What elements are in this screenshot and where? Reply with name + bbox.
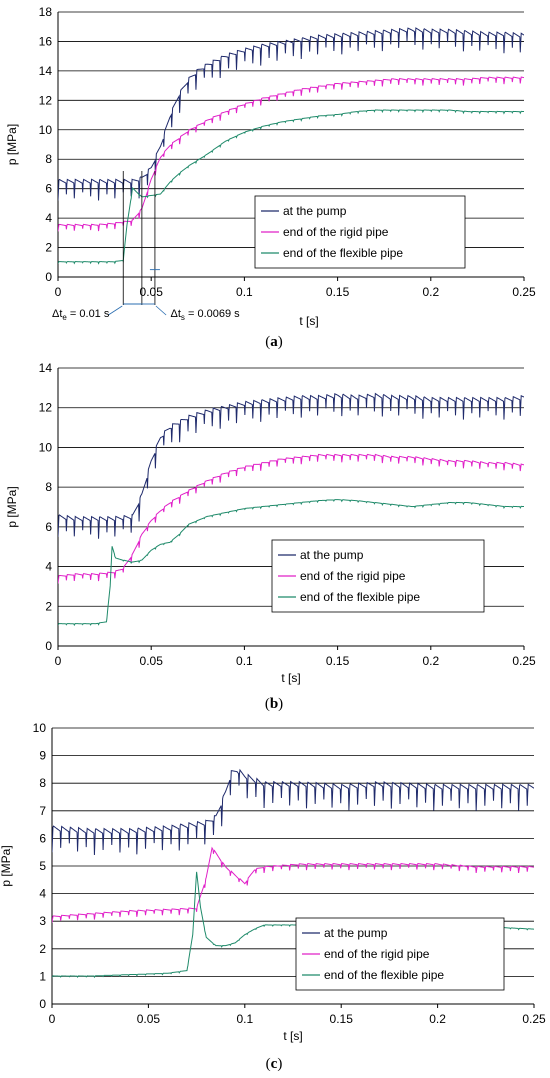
x-tick-label: 0.25 bbox=[522, 1012, 546, 1026]
series-line-end-of-the-flexible-pipe bbox=[58, 109, 524, 265]
legend-entry: end of the rigid pipe bbox=[300, 569, 406, 583]
y-tick-label: 0 bbox=[45, 639, 52, 653]
chart-panel-b: 0 2 4 6 8 10 12 14 0 0.05 0.1 0.15 0.2 0.25 p [MPa] t [… bbox=[5, 361, 536, 712]
x-tick-label: 0.2 bbox=[422, 285, 439, 299]
y-tick-label: 4 bbox=[45, 560, 52, 574]
anno-rest: = 0.01 s bbox=[67, 308, 110, 320]
x-axis-title: t [s] bbox=[283, 1029, 302, 1043]
anno-rest: = 0.0069 s bbox=[185, 308, 240, 320]
y-tick-label: 6 bbox=[45, 182, 52, 196]
y-tick-label: 2 bbox=[39, 942, 46, 956]
x-tick-label: 0 bbox=[49, 1012, 56, 1026]
y-tick-label: 6 bbox=[45, 520, 52, 534]
figure-caption: (b) bbox=[265, 696, 283, 712]
series-line-at-the-pump bbox=[52, 768, 534, 855]
series-line-end-of-the-rigid-pipe bbox=[52, 846, 534, 923]
legend-entry: end of the flexible pipe bbox=[300, 590, 420, 604]
x-tick-label: 0 bbox=[55, 654, 62, 668]
anno-sub: s bbox=[181, 313, 185, 322]
legend-entry: at the pump bbox=[324, 926, 388, 940]
series-line-at-the-pump bbox=[58, 27, 524, 201]
legend-entry: end of the rigid pipe bbox=[283, 225, 389, 239]
delta-t-annotation: Δts = 0.0069 s bbox=[171, 308, 241, 322]
legend-entry: end of the flexible pipe bbox=[324, 968, 444, 982]
y-tick-label: 18 bbox=[39, 5, 53, 19]
y-tick-label: 9 bbox=[39, 749, 46, 763]
x-tick-label: 0.2 bbox=[429, 1012, 446, 1026]
series-line-end-of-the-flexible-pipe bbox=[58, 499, 524, 627]
caption-letter: b bbox=[270, 696, 278, 712]
legend-entry: end of the rigid pipe bbox=[324, 947, 430, 961]
y-tick-label: 4 bbox=[39, 887, 46, 901]
chart-panel-c: 0 1 2 3 4 5 6 7 8 9 10 0 0.05 0.1 0.15 0.2 0.25 p [MPa] t … bbox=[0, 721, 546, 1072]
caption-letter: a bbox=[270, 334, 278, 350]
x-tick-label: 0.05 bbox=[140, 285, 164, 299]
y-tick-label: 14 bbox=[39, 361, 53, 375]
x-tick-label: 0.2 bbox=[422, 654, 439, 668]
x-tick-label: 0.25 bbox=[512, 285, 536, 299]
y-axis-title: p [MPa] bbox=[5, 124, 19, 165]
y-tick-label: 8 bbox=[45, 480, 52, 494]
y-tick-label: 8 bbox=[39, 776, 46, 790]
x-tick-label: 0.1 bbox=[236, 285, 253, 299]
x-axis-title: t [s] bbox=[281, 671, 300, 685]
series-line-end-of-the-rigid-pipe bbox=[58, 76, 524, 232]
legend-box bbox=[295, 917, 505, 991]
annotation-leader bbox=[108, 305, 123, 316]
x-tick-label: 0.25 bbox=[512, 654, 536, 668]
x-tick-label: 0.15 bbox=[330, 1012, 354, 1026]
x-tick-label: 0.15 bbox=[326, 654, 350, 668]
caption-close: ) bbox=[278, 696, 283, 712]
caption-close: ) bbox=[278, 334, 283, 350]
y-axis-title: p [MPa] bbox=[0, 845, 13, 886]
x-tick-label: 0.15 bbox=[326, 285, 350, 299]
y-tick-label: 10 bbox=[39, 440, 53, 454]
y-axis-title: p [MPa] bbox=[5, 486, 19, 527]
figure-caption: (c) bbox=[266, 1056, 283, 1072]
legend-entry: end of the flexible pipe bbox=[283, 246, 403, 260]
y-tick-label: 10 bbox=[39, 123, 53, 137]
y-tick-label: 10 bbox=[33, 721, 47, 735]
chart-panel-a: 0 2 4 6 8 10 12 14 16 18 0 0.05 0.1 0.15 0.2 0.25 p [MPa… bbox=[5, 5, 536, 350]
x-tick-label: 0.05 bbox=[140, 654, 164, 668]
caption-letter: c bbox=[271, 1056, 278, 1072]
x-axis-title: t [s] bbox=[299, 314, 318, 328]
y-tick-label: 3 bbox=[39, 914, 46, 928]
legend-box bbox=[271, 539, 485, 613]
figure-caption: (a) bbox=[265, 334, 283, 350]
y-tick-label: 4 bbox=[45, 211, 52, 225]
x-tick-label: 0 bbox=[55, 285, 62, 299]
y-tick-label: 2 bbox=[45, 599, 52, 613]
y-tick-label: 0 bbox=[45, 270, 52, 284]
caption-close: ) bbox=[277, 1056, 282, 1072]
caption-open: ( bbox=[265, 334, 270, 350]
anno-base: Δt bbox=[52, 308, 62, 320]
caption-open: ( bbox=[265, 696, 270, 712]
x-tick-label: 0.1 bbox=[236, 654, 253, 668]
annotation-leader bbox=[155, 305, 167, 316]
y-tick-label: 5 bbox=[39, 859, 46, 873]
y-tick-label: 7 bbox=[39, 804, 46, 818]
y-tick-label: 1 bbox=[39, 969, 46, 983]
x-tick-label: 0.05 bbox=[137, 1012, 161, 1026]
series-line-end-of-the-rigid-pipe bbox=[58, 453, 524, 584]
x-tick-label: 0.1 bbox=[236, 1012, 253, 1026]
legend-box bbox=[254, 195, 466, 269]
legend-entry: at the pump bbox=[300, 548, 364, 562]
y-tick-label: 0 bbox=[39, 997, 46, 1011]
y-tick-label: 14 bbox=[39, 64, 53, 78]
y-tick-label: 12 bbox=[39, 401, 53, 415]
y-tick-label: 16 bbox=[39, 34, 53, 48]
series-line-at-the-pump bbox=[58, 392, 524, 539]
y-tick-label: 12 bbox=[39, 93, 53, 107]
y-tick-label: 2 bbox=[45, 241, 52, 255]
anno-base: Δt bbox=[171, 308, 181, 320]
anno-sub: e bbox=[62, 313, 67, 322]
legend-entry: at the pump bbox=[283, 204, 347, 218]
y-tick-label: 8 bbox=[45, 152, 52, 166]
y-tick-label: 6 bbox=[39, 831, 46, 845]
caption-open: ( bbox=[266, 1056, 271, 1072]
delta-t-annotation: Δte = 0.01 s bbox=[52, 308, 110, 322]
